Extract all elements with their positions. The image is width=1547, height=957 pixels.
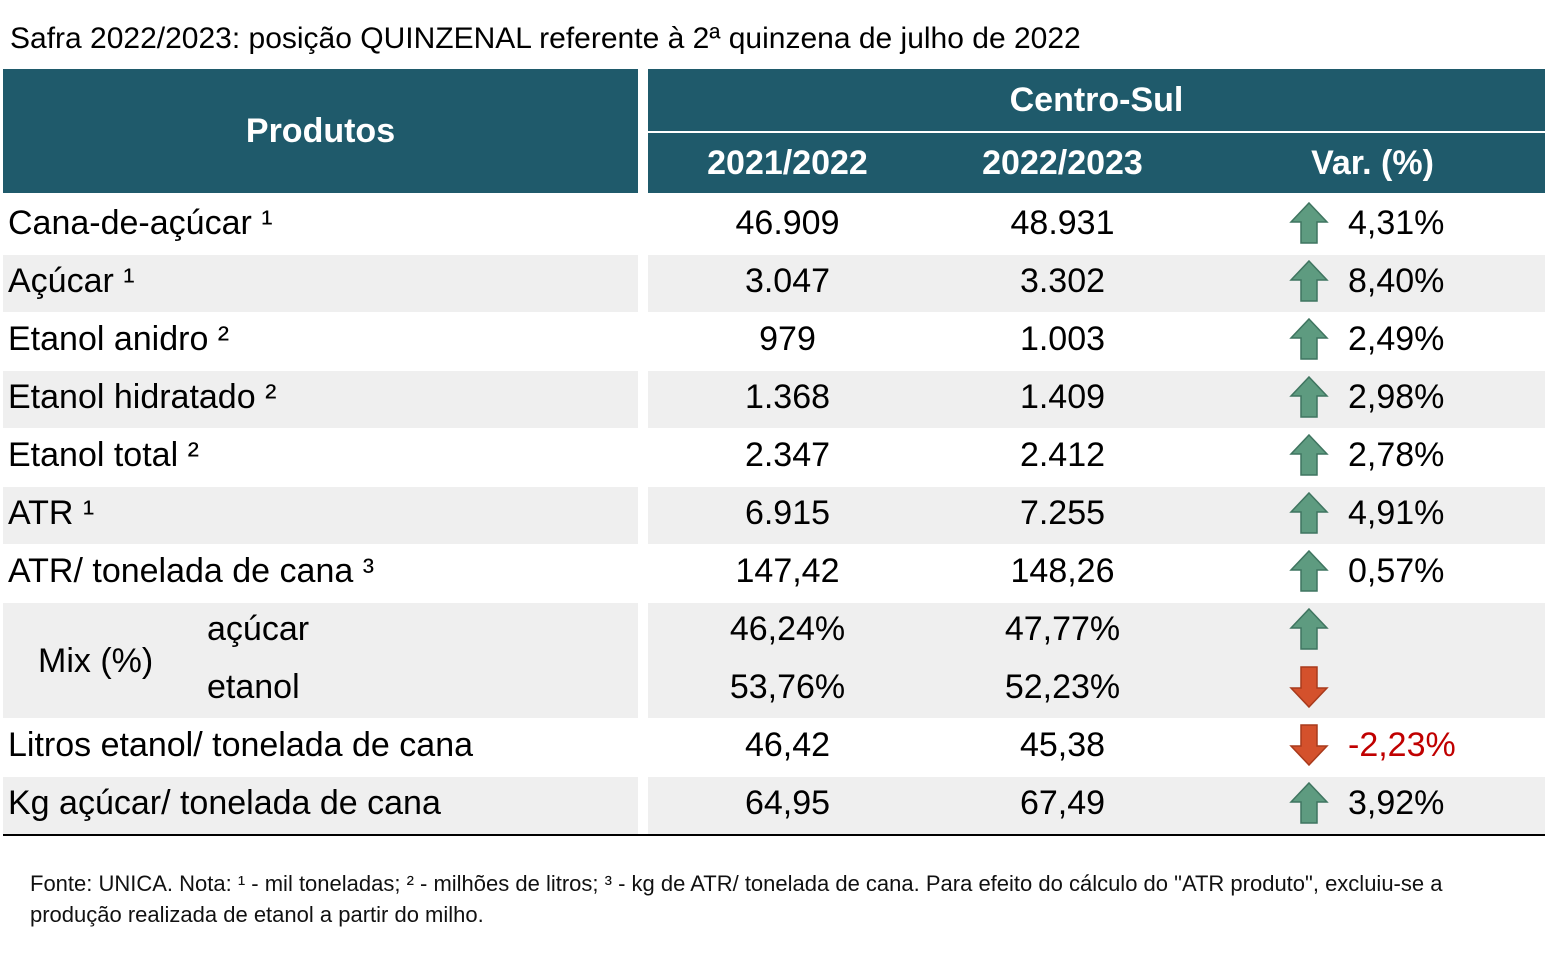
variation: 2,78%	[1348, 435, 1445, 474]
arrow-shape	[1289, 781, 1329, 824]
trend-arrow	[1289, 724, 1329, 767]
variation: 4,31%	[1348, 203, 1445, 242]
value: 48.931	[1010, 203, 1115, 242]
column-header: Var. (%)	[1311, 143, 1434, 182]
arrow-shape	[1289, 201, 1329, 244]
sub-label: açúcar	[207, 609, 310, 648]
value: 147,42	[735, 551, 840, 590]
variation: 0,57%	[1348, 551, 1445, 590]
value: 46.909	[735, 203, 840, 242]
column-header: 2021/2022	[707, 143, 868, 182]
arrow-shape	[1289, 433, 1329, 476]
arrow-shape	[1289, 375, 1329, 418]
value: 52,23%	[1004, 667, 1121, 706]
trend-arrow	[1289, 781, 1329, 824]
row-label: Etanol anidro ²	[8, 319, 230, 358]
arrow-shape	[1289, 724, 1329, 767]
arrow-shape	[1289, 259, 1329, 302]
variation: -2,23%	[1348, 725, 1456, 764]
value: 46,42	[744, 725, 831, 764]
value: 64,95	[744, 783, 831, 822]
value: 7.255	[1019, 493, 1106, 532]
bottom-rule	[3, 834, 1545, 836]
value: 1.368	[744, 377, 831, 416]
row-label: Cana-de-açúcar ¹	[8, 203, 273, 242]
trend-arrow	[1289, 433, 1329, 476]
row-label: Kg açúcar/ tonelada de cana	[8, 783, 441, 822]
arrow-shape	[1289, 666, 1329, 709]
row-bg	[3, 255, 638, 312]
row-bg	[3, 603, 638, 718]
value: 2.412	[1019, 435, 1106, 474]
row-label: Litros etanol/ tonelada de cana	[8, 725, 474, 764]
row-bg	[648, 487, 1545, 544]
value: 979	[759, 319, 816, 358]
row-bg	[648, 371, 1545, 428]
value: 1.003	[1019, 319, 1106, 358]
value: 45,38	[1019, 725, 1106, 764]
value: 46,24%	[729, 609, 846, 648]
row-label: Etanol hidratado ²	[8, 377, 277, 416]
row-label: Etanol total ²	[8, 435, 199, 474]
value: 67,49	[1019, 783, 1106, 822]
value: 3.302	[1019, 261, 1106, 300]
value: 1.409	[1019, 377, 1106, 416]
value: 3.047	[744, 261, 831, 300]
arrow-shape	[1289, 549, 1329, 592]
header-products: Produtos	[3, 69, 638, 193]
value: 148,26	[1010, 551, 1115, 590]
row-label: ATR ¹	[8, 493, 95, 532]
variation: 2,49%	[1348, 319, 1445, 358]
arrow-shape	[1289, 607, 1329, 650]
row-bg	[648, 255, 1545, 312]
title: Safra 2022/2023: posição QUINZENAL refer…	[10, 22, 1081, 55]
row-bg	[3, 371, 638, 428]
trend-arrow	[1289, 317, 1329, 360]
arrow-shape	[1289, 491, 1329, 534]
arrow-shape	[1289, 317, 1329, 360]
trend-arrow	[1289, 259, 1329, 302]
sub-label: etanol	[207, 667, 300, 706]
footnote: Fonte: UNICA. Nota: ¹ - mil toneladas; ²…	[30, 871, 1443, 927]
value: 2.347	[744, 435, 831, 474]
column-header: 2022/2023	[982, 143, 1143, 182]
row-bg	[3, 777, 638, 834]
row-bg	[3, 487, 638, 544]
row-label: Açúcar ¹	[8, 261, 135, 300]
header-columns	[648, 133, 1545, 193]
trend-arrow	[1289, 375, 1329, 418]
trend-arrow	[1289, 491, 1329, 534]
trend-arrow	[1289, 201, 1329, 244]
value: 6.915	[744, 493, 831, 532]
variation: 2,98%	[1348, 377, 1445, 416]
trend-arrow	[1289, 666, 1329, 709]
value: 47,77%	[1004, 609, 1121, 648]
row-bg	[648, 777, 1545, 834]
trend-arrow	[1289, 549, 1329, 592]
header-region: Centro-Sul	[648, 69, 1545, 131]
variation: 4,91%	[1348, 493, 1445, 532]
variation: 8,40%	[1348, 261, 1445, 300]
row-label: ATR/ tonelada de cana ³	[8, 551, 375, 590]
variation: 3,92%	[1348, 783, 1445, 822]
trend-arrow	[1289, 607, 1329, 650]
value: 53,76%	[729, 667, 846, 706]
row-bg	[648, 603, 1545, 718]
row-label: Mix (%)	[38, 641, 154, 680]
